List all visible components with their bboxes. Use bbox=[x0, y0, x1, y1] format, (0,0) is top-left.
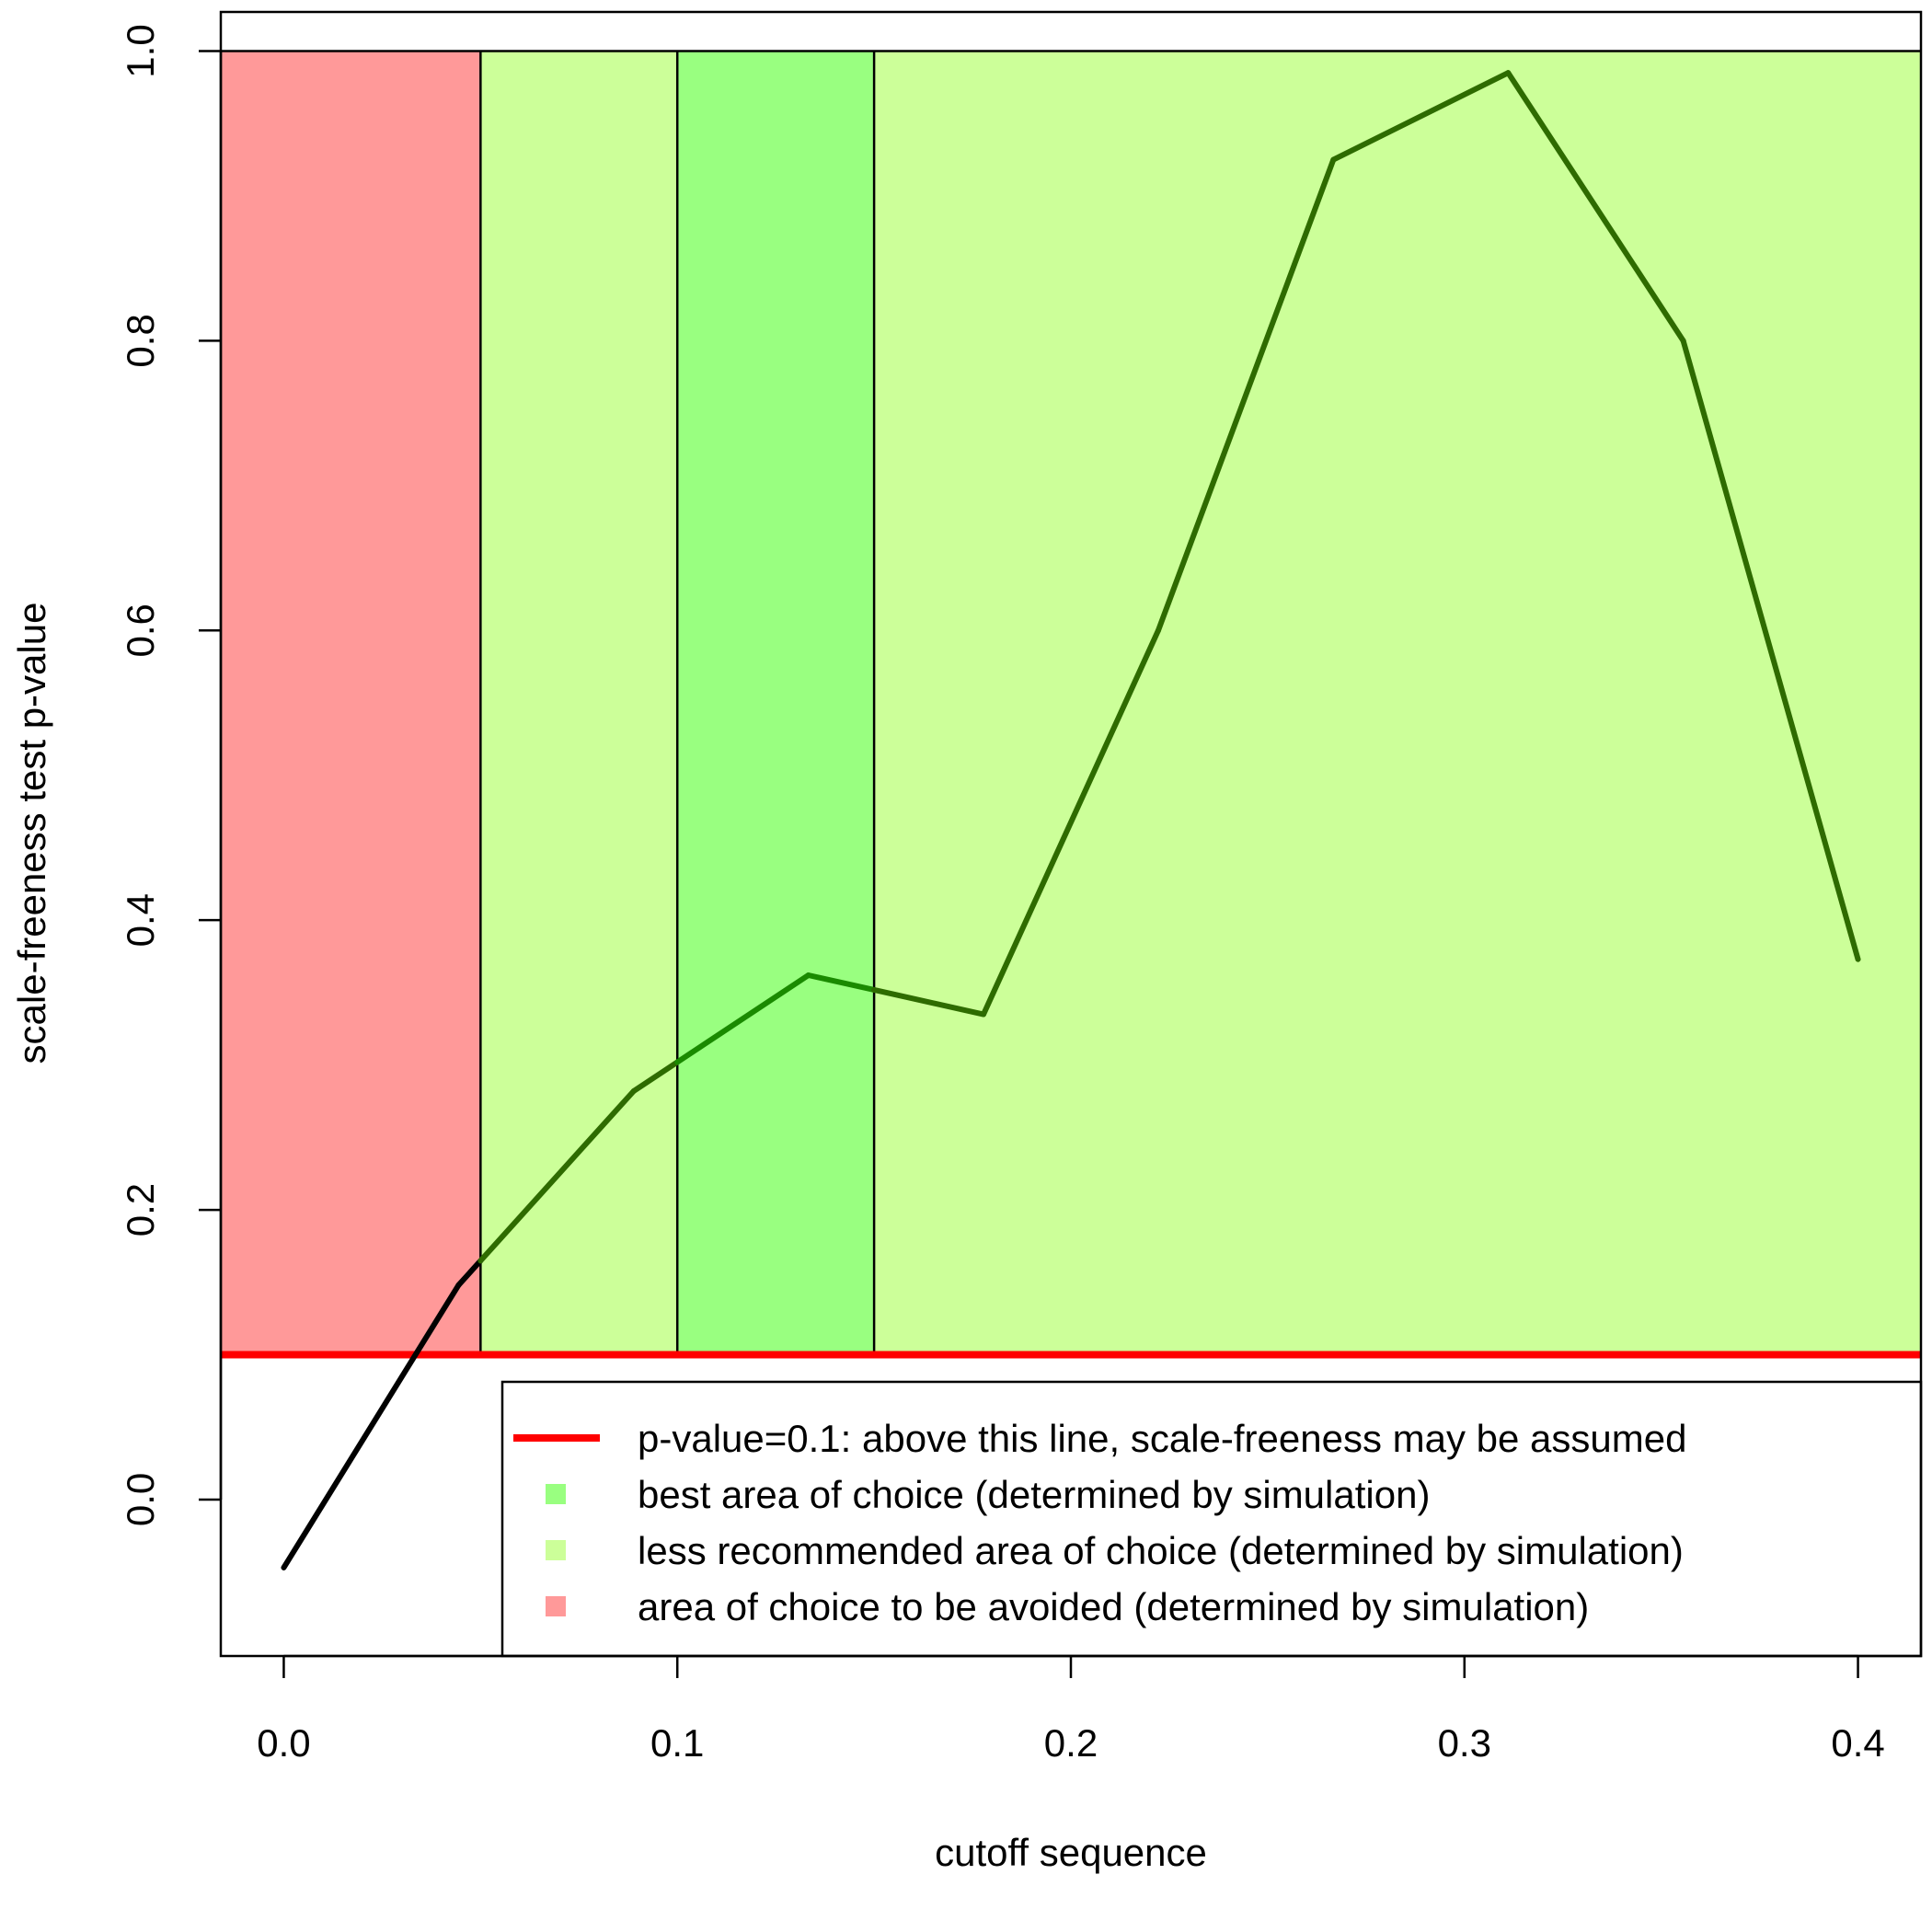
legend-label: area of choice to be avoided (determined… bbox=[638, 1585, 1589, 1628]
shaded-regions bbox=[221, 51, 1921, 1355]
series-segment bbox=[871, 986, 987, 1018]
legend: p-value=0.1: above this line, scale-free… bbox=[500, 1380, 1923, 1658]
legend-square-symbol bbox=[546, 1540, 566, 1560]
series-segment bbox=[1505, 70, 1686, 344]
legend-box bbox=[500, 1380, 1923, 1658]
legend-square-symbol bbox=[546, 1484, 566, 1504]
y-axis: 0.0 0.2 0.4 0.6 0.8 1.0 bbox=[119, 24, 223, 1526]
series-segment bbox=[281, 1282, 462, 1570]
series-segment bbox=[981, 627, 1161, 1018]
x-tick-label: 0.4 bbox=[1831, 1721, 1884, 1765]
region-2 bbox=[677, 51, 875, 1355]
y-tick-label: 0.0 bbox=[119, 1473, 162, 1526]
legend-label: less recommended area of choice (determi… bbox=[638, 1529, 1684, 1572]
series-segment bbox=[455, 1258, 484, 1288]
legend-label: p-value=0.1: above this line, scale-free… bbox=[638, 1417, 1686, 1460]
x-tick-label: 0.3 bbox=[1438, 1721, 1491, 1765]
series-segment bbox=[630, 1059, 681, 1094]
x-axis: 0.0 0.1 0.2 0.3 0.4 bbox=[257, 1654, 1885, 1765]
x-tick-label: 0.1 bbox=[650, 1721, 704, 1765]
x-tick-label: 0.0 bbox=[257, 1721, 310, 1765]
legend-label: best area of choice (determined by simul… bbox=[638, 1473, 1430, 1516]
region-3 bbox=[874, 51, 1921, 1355]
y-axis-label: scale-freeness test p-value bbox=[10, 603, 53, 1064]
series-segment bbox=[1155, 156, 1337, 634]
y-tick-label: 0.2 bbox=[119, 1183, 162, 1236]
y-tick-label: 0.6 bbox=[119, 604, 162, 657]
region-0 bbox=[221, 51, 481, 1355]
data-series bbox=[281, 70, 1861, 1570]
series-segment bbox=[674, 972, 811, 1065]
y-tick-label: 0.4 bbox=[119, 893, 162, 947]
region-1 bbox=[480, 51, 678, 1355]
x-axis-label: cutoff sequence bbox=[935, 1831, 1207, 1874]
y-tick-label: 0.8 bbox=[119, 314, 162, 367]
reference-lines bbox=[221, 50, 1921, 1359]
series-segment bbox=[1330, 70, 1512, 163]
series-segment bbox=[805, 972, 878, 993]
legend-square-symbol bbox=[546, 1596, 566, 1616]
x-tick-label: 0.2 bbox=[1044, 1721, 1098, 1765]
y-tick-label: 1.0 bbox=[119, 24, 162, 77]
series-segment bbox=[1680, 338, 1861, 962]
series-segment bbox=[477, 1087, 637, 1264]
